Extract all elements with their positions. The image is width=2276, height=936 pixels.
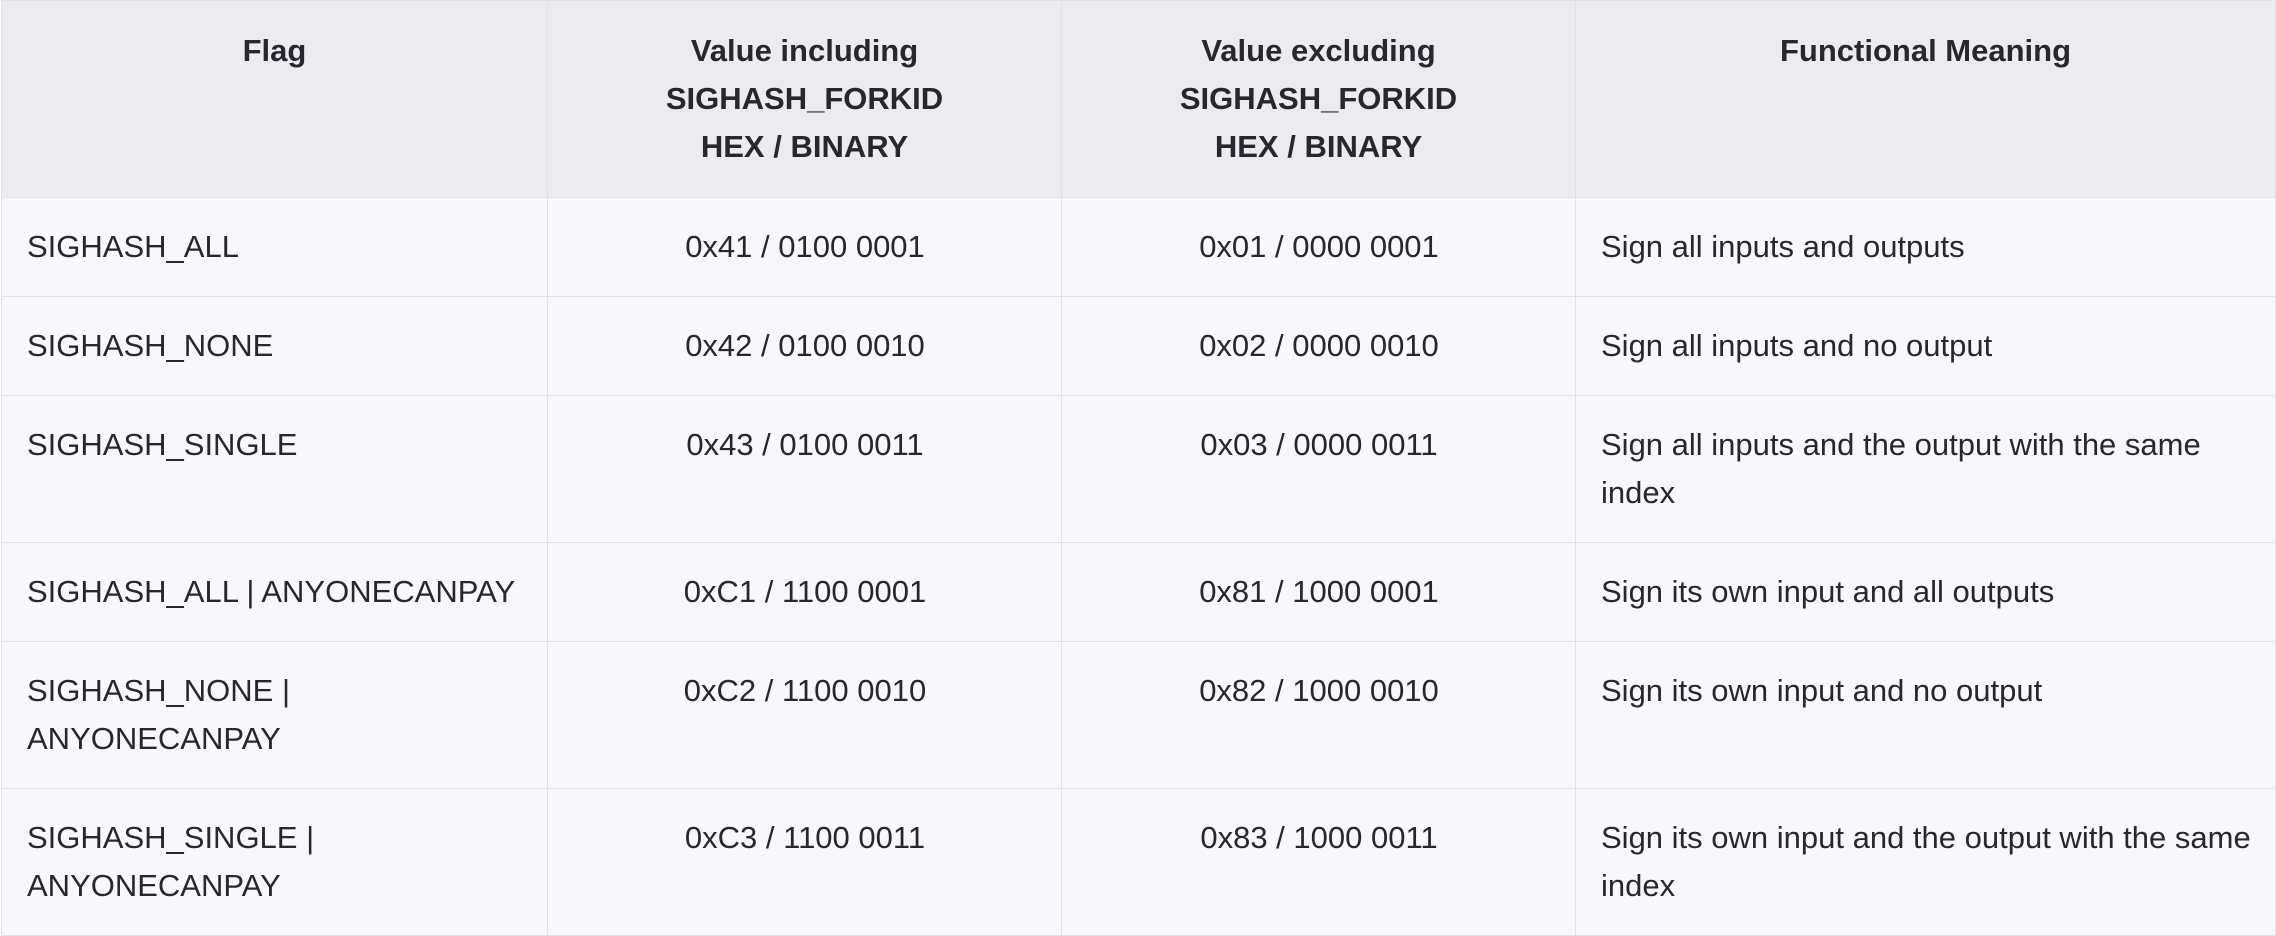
table-row: SIGHASH_SINGLE | ANYONECANPAY 0xC3 / 110… <box>1 788 2276 936</box>
header-value-excluding: Value excluding SIGHASH_FORKID HEX / BIN… <box>1061 0 1576 198</box>
cell-value-including: 0x42 / 0100 0010 <box>547 296 1062 396</box>
header-excluding-line-2: SIGHASH_FORKID <box>1179 81 1458 116</box>
cell-value-excluding: 0x02 / 0000 0010 <box>1061 296 1576 396</box>
cell-value-excluding: 0x82 / 1000 0010 <box>1061 641 1576 789</box>
cell-functional-meaning: Sign its own input and all outputs <box>1575 542 2276 642</box>
table-body: SIGHASH_ALL 0x41 / 0100 0001 0x01 / 0000… <box>1 197 2276 936</box>
table-row: SIGHASH_ALL | ANYONECANPAY 0xC1 / 1100 0… <box>1 542 2276 642</box>
header-row: Flag Value including SIGHASH_FORKID HEX … <box>1 0 2276 198</box>
header-meaning-label: Functional Meaning <box>1779 33 2072 68</box>
cell-functional-meaning: Sign all inputs and no output <box>1575 296 2276 396</box>
cell-functional-meaning: Sign all inputs and the output with the … <box>1575 395 2276 543</box>
cell-value-including: 0xC1 / 1100 0001 <box>547 542 1062 642</box>
table-row: SIGHASH_SINGLE 0x43 / 0100 0011 0x03 / 0… <box>1 395 2276 543</box>
header-flag-label: Flag <box>242 33 307 68</box>
header-including-line-3: HEX / BINARY <box>700 129 909 164</box>
cell-value-excluding: 0x81 / 1000 0001 <box>1061 542 1576 642</box>
cell-flag: SIGHASH_NONE <box>1 296 548 396</box>
cell-value-including: 0xC2 / 1100 0010 <box>547 641 1062 789</box>
cell-functional-meaning: Sign all inputs and outputs <box>1575 197 2276 297</box>
cell-functional-meaning: Sign its own input and no output <box>1575 641 2276 789</box>
header-excluding-line-3: HEX / BINARY <box>1214 129 1423 164</box>
cell-flag: SIGHASH_SINGLE | ANYONECANPAY <box>1 788 548 936</box>
cell-flag: SIGHASH_ALL <box>1 197 548 297</box>
header-value-including: Value including SIGHASH_FORKID HEX / BIN… <box>547 0 1062 198</box>
table-row: SIGHASH_NONE 0x42 / 0100 0010 0x02 / 000… <box>1 296 2276 396</box>
header-functional-meaning: Functional Meaning <box>1575 0 2276 198</box>
header-including-line-2: SIGHASH_FORKID <box>665 81 944 116</box>
cell-value-excluding: 0x01 / 0000 0001 <box>1061 197 1576 297</box>
cell-value-including: 0x43 / 0100 0011 <box>547 395 1062 543</box>
header-flag: Flag <box>1 0 548 198</box>
cell-value-excluding: 0x83 / 1000 0011 <box>1061 788 1576 936</box>
table-header: Flag Value including SIGHASH_FORKID HEX … <box>1 0 2276 198</box>
table-row: SIGHASH_ALL 0x41 / 0100 0001 0x01 / 0000… <box>1 197 2276 297</box>
cell-functional-meaning: Sign its own input and the output with t… <box>1575 788 2276 936</box>
cell-flag: SIGHASH_NONE | ANYONECANPAY <box>1 641 548 789</box>
cell-value-including: 0xC3 / 1100 0011 <box>547 788 1062 936</box>
cell-flag: SIGHASH_ALL | ANYONECANPAY <box>1 542 548 642</box>
header-including-line-1: Value including <box>690 33 919 68</box>
header-excluding-line-1: Value excluding <box>1201 33 1436 68</box>
cell-flag: SIGHASH_SINGLE <box>1 395 548 543</box>
cell-value-including: 0x41 / 0100 0001 <box>547 197 1062 297</box>
cell-value-excluding: 0x03 / 0000 0011 <box>1061 395 1576 543</box>
table-row: SIGHASH_NONE | ANYONECANPAY 0xC2 / 1100 … <box>1 641 2276 789</box>
